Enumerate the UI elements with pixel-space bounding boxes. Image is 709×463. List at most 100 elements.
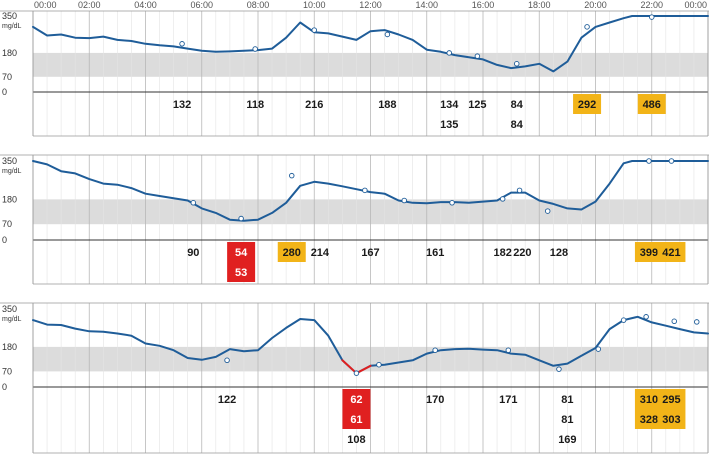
- reading-value: 399: [640, 247, 658, 259]
- low-reading-box: [342, 389, 371, 409]
- meter-point: [649, 14, 655, 20]
- meter-point: [190, 200, 197, 206]
- meter-point: [643, 314, 649, 320]
- meter-point: [252, 46, 258, 52]
- time-tick-label: 14:00: [415, 0, 438, 10]
- reading-value: 84: [511, 119, 524, 131]
- meter-point: [620, 317, 627, 323]
- meter-point: [401, 197, 408, 204]
- reading-value: 135: [440, 119, 458, 131]
- reading-value: 169: [558, 434, 576, 446]
- reading-value: 188: [378, 99, 396, 111]
- meter-point: [595, 346, 602, 352]
- meter-point: [694, 319, 700, 325]
- y-unit-label: mg/dL: [2, 316, 22, 323]
- reading-value: 167: [361, 247, 379, 259]
- day-panel-2: 350 180 70 0 mg/dL 90 54 53 280 214 167 161 182 220 12…: [0, 154, 709, 285]
- time-tick-label: 18:00: [528, 0, 551, 10]
- meter-point: [362, 187, 368, 194]
- reading-value: 292: [578, 99, 596, 111]
- time-tick-label: 08:00: [247, 0, 270, 10]
- time-tick-label: 00:00: [34, 0, 57, 10]
- high-reading-box: [277, 242, 306, 262]
- low-reading-box: [227, 262, 256, 282]
- time-tick-label: 02:00: [78, 0, 101, 10]
- y-tick-label: 70: [2, 72, 12, 82]
- meter-point: [474, 53, 481, 59]
- cgm-low-segment: [341, 359, 358, 375]
- y-tick-label: 0: [2, 235, 7, 245]
- reading-value: 170: [426, 394, 444, 406]
- reading-value: 61: [350, 414, 362, 426]
- meter-point: [584, 24, 590, 30]
- cgm-line: [32, 15, 709, 73]
- high-reading-box: [637, 94, 666, 114]
- meter-point: [353, 370, 360, 376]
- day-panel-3: 350 180 70 0 mg/dL 122 62 61 108 170 171 81 81 169 310…: [0, 302, 709, 454]
- time-tick-label: 20:00: [584, 0, 607, 10]
- time-tick-label: 12:00: [359, 0, 382, 10]
- reading-value: 128: [550, 247, 568, 259]
- time-tick-label: 10:00: [303, 0, 326, 10]
- cgm-line: [32, 160, 709, 222]
- day-panel-1: 350 180 70 0 mg/dL 132 118 216 188 134 135 125 84 84 2…: [0, 10, 709, 137]
- reading-value: 132: [173, 99, 191, 111]
- time-axis: 00:00 02:00 04:00 06:00 08:00 10:00 12:00 14:00…: [34, 0, 707, 10]
- y-tick-label: 0: [2, 87, 7, 97]
- y-tick-label: 350: [2, 11, 17, 21]
- meter-point: [671, 318, 678, 325]
- reading-value: 216: [305, 99, 323, 111]
- high-reading-box: [573, 94, 602, 114]
- reading-value: 81: [561, 394, 573, 406]
- y-tick-label: 180: [2, 194, 17, 204]
- high-reading-box: [634, 242, 663, 262]
- meter-point: [311, 27, 318, 33]
- meter-point: [516, 187, 523, 194]
- meter-point: [556, 366, 562, 372]
- reading-value: 118: [246, 99, 264, 111]
- meter-point: [449, 200, 455, 206]
- meter-point: [544, 208, 551, 214]
- reading-value: 421: [662, 247, 680, 259]
- meter-point: [376, 361, 382, 368]
- reading-value: 486: [643, 99, 661, 111]
- meter-point: [646, 158, 652, 164]
- meter-point: [514, 61, 520, 67]
- time-tick-label: 06:00: [190, 0, 213, 10]
- reading-value: 81: [561, 414, 573, 426]
- meter-point: [179, 41, 185, 47]
- reading-value: 122: [218, 394, 236, 406]
- y-tick-label: 70: [2, 219, 12, 229]
- meter-point: [499, 196, 506, 202]
- low-reading-box: [342, 409, 371, 429]
- reading-value: 53: [235, 267, 247, 279]
- time-tick-label: 04:00: [134, 0, 157, 10]
- low-reading-box: [227, 242, 256, 262]
- y-tick-label: 180: [2, 342, 17, 352]
- y-tick-label: 70: [2, 366, 12, 376]
- high-reading-box: [657, 389, 686, 409]
- meter-point: [505, 347, 512, 353]
- time-tick-label: 16:00: [472, 0, 495, 10]
- y-tick-label: 350: [2, 156, 17, 166]
- reading-value: 328: [640, 414, 658, 426]
- reading-value: 134: [440, 99, 459, 111]
- reading-value: 303: [662, 414, 680, 426]
- reading-value: 295: [662, 394, 680, 406]
- meter-point: [224, 357, 230, 364]
- reading-value: 54: [235, 247, 248, 259]
- high-reading-box: [657, 409, 686, 429]
- high-reading-box: [634, 389, 663, 409]
- reading-value: 182: [494, 247, 512, 259]
- y-tick-label: 180: [2, 48, 17, 58]
- meter-point: [446, 50, 453, 56]
- reading-value: 161: [426, 247, 444, 259]
- reading-value: 90: [187, 247, 199, 259]
- reading-value: 84: [511, 99, 524, 111]
- reading-value: 108: [347, 434, 365, 446]
- time-tick-label: 22:00: [640, 0, 663, 10]
- time-tick-label: 00:00: [684, 0, 707, 10]
- y-tick-label: 350: [2, 304, 17, 314]
- meter-point: [668, 158, 675, 164]
- reading-value: 220: [513, 247, 531, 259]
